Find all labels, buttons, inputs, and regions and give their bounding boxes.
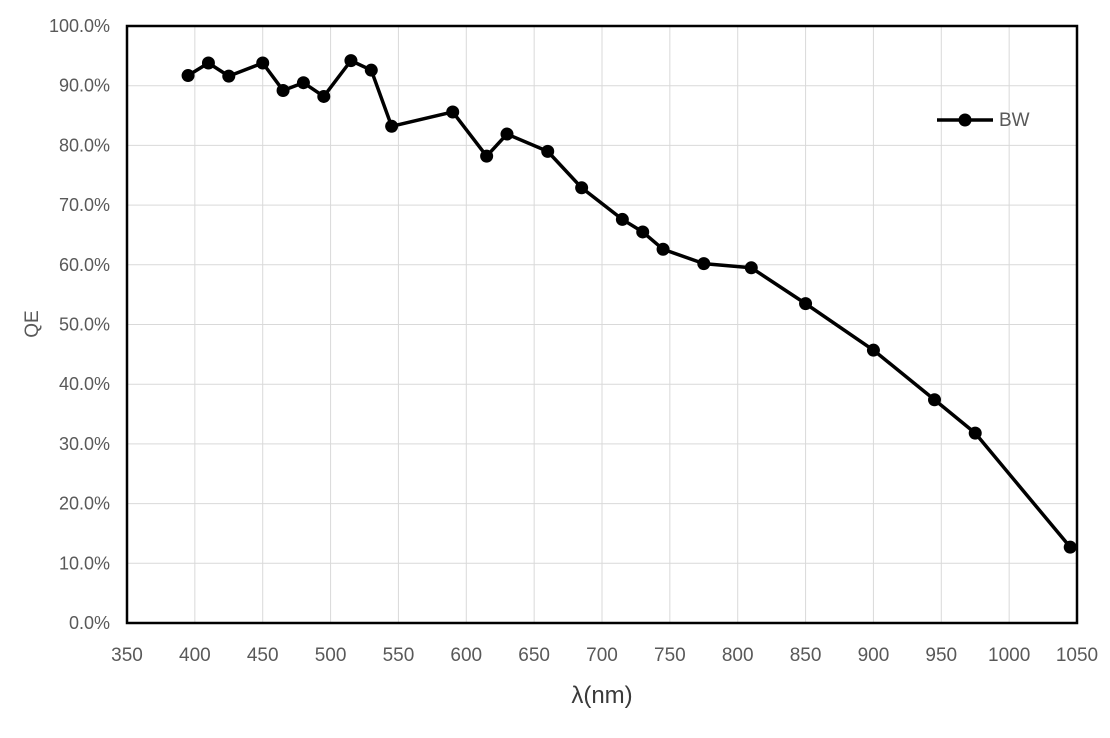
x-tick-label: 1000 (988, 645, 1030, 666)
y-tick-label: 100.0% (49, 16, 110, 36)
data-point-marker (222, 69, 236, 83)
data-point-marker (656, 242, 670, 256)
data-point-marker (317, 89, 331, 103)
data-point-marker (541, 144, 555, 158)
x-tick-label: 900 (858, 645, 890, 666)
y-tick-label: 60.0% (59, 255, 110, 275)
data-point-marker (615, 212, 629, 226)
data-point-marker (866, 343, 880, 357)
x-tick-label: 950 (925, 645, 957, 666)
data-point-marker (344, 54, 358, 68)
y-axis-title: QE (22, 310, 43, 337)
data-point-marker (500, 127, 514, 141)
x-tick-label: 800 (722, 645, 754, 666)
y-tick-label: 50.0% (59, 315, 110, 335)
y-tick-label: 90.0% (59, 76, 110, 96)
data-point-marker (276, 83, 290, 97)
data-point-marker (364, 63, 378, 77)
data-point-marker (968, 426, 982, 440)
x-tick-label: 700 (586, 645, 618, 666)
data-point-marker (575, 181, 589, 195)
data-point-marker (181, 69, 195, 83)
legend-label: BW (999, 110, 1030, 131)
data-point-marker (201, 56, 215, 70)
x-tick-label: 1050 (1056, 645, 1098, 666)
y-tick-label: 0.0% (69, 613, 110, 633)
x-tick-label: 600 (450, 645, 482, 666)
data-point-marker (296, 76, 310, 90)
x-tick-label: 450 (247, 645, 279, 666)
data-point-marker (744, 261, 758, 275)
data-point-marker (385, 119, 399, 133)
x-tick-label: 500 (315, 645, 347, 666)
x-axis-title: λ(nm) (571, 682, 632, 709)
data-point-marker (446, 105, 460, 119)
data-point-marker (799, 297, 813, 311)
y-tick-label: 80.0% (59, 135, 110, 155)
data-point-marker (256, 56, 270, 70)
x-tick-label: 350 (111, 645, 143, 666)
y-tick-label: 40.0% (59, 374, 110, 394)
x-tick-label: 850 (790, 645, 822, 666)
data-point-marker (636, 225, 650, 239)
data-point-marker (1063, 540, 1077, 554)
x-tick-label: 550 (383, 645, 415, 666)
y-tick-label: 70.0% (59, 195, 110, 215)
data-point-marker (928, 393, 941, 407)
legend-marker-dot (958, 113, 972, 127)
plot-border (125, 24, 1079, 625)
x-tick-label: 750 (654, 645, 686, 666)
y-tick-label: 30.0% (59, 434, 110, 454)
data-point-marker (697, 257, 711, 271)
y-tick-label: 10.0% (59, 553, 110, 573)
data-point-marker (480, 149, 494, 163)
x-tick-label: 400 (179, 645, 211, 666)
x-tick-label: 650 (518, 645, 550, 666)
y-tick-label: 20.0% (59, 494, 110, 514)
